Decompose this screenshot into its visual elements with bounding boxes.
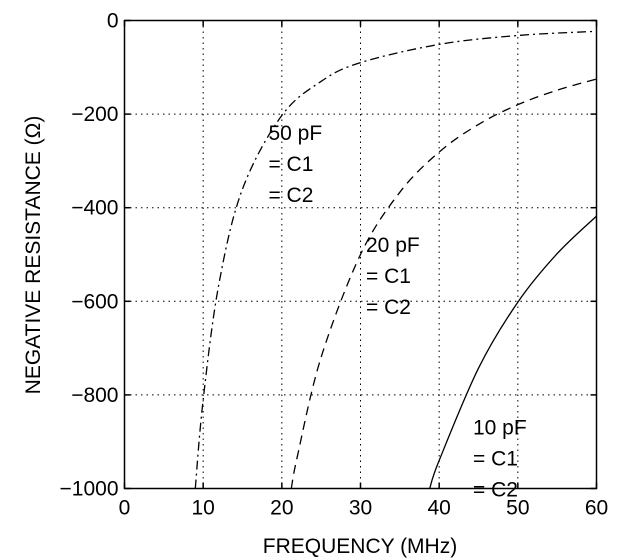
y-axis-label: NEGATIVE RESISTANCE (Ω)	[22, 116, 45, 395]
y-tick-label: −800	[71, 384, 118, 407]
series-line-dash-dot	[194, 30, 597, 489]
x-tick-label: 40	[427, 497, 450, 520]
x-tick-label: 60	[585, 497, 608, 520]
series-line-solid	[429, 215, 597, 489]
x-axis-label: FREQUENCY (MHz)	[263, 535, 457, 558]
curve-annotation-line: 20 pF	[366, 234, 420, 257]
curve-annotation-line: 50 pF	[268, 122, 322, 145]
annotation-layer: 50 pF = C1 = C2 20 pF = C1 = C2 10 pF = C1 = C2	[268, 122, 526, 502]
curve-annotation-line: = C1	[473, 448, 518, 471]
x-tick-label: 30	[349, 497, 372, 520]
curve-annotation-line: = C2	[268, 184, 313, 207]
curve-annotation-line: = C1	[268, 153, 313, 176]
curve-annotation-line: = C2	[366, 296, 411, 319]
x-tick-label: 50	[506, 497, 529, 520]
series-line-dashed	[290, 78, 597, 489]
y-tick-label: −1000	[60, 478, 119, 501]
x-tick-label: 20	[270, 497, 293, 520]
tick-layer: 0 10 20 30 40 50 60 0 −200 −400 −600 −800 −1000	[60, 10, 609, 520]
curve-annotation-line: = C2	[473, 479, 518, 502]
y-tick-label: −400	[71, 197, 118, 220]
grid-layer	[124, 20, 597, 489]
x-tick-label: 0	[119, 497, 131, 520]
curve-annotation-line: = C1	[366, 265, 411, 288]
y-tick-label: −200	[71, 103, 118, 126]
x-tick-label: 10	[191, 497, 214, 520]
y-tick-label: −600	[71, 290, 118, 313]
y-tick-label: 0	[107, 10, 119, 33]
series-layer	[194, 30, 597, 489]
curve-annotation-line: 10 pF	[473, 417, 527, 440]
